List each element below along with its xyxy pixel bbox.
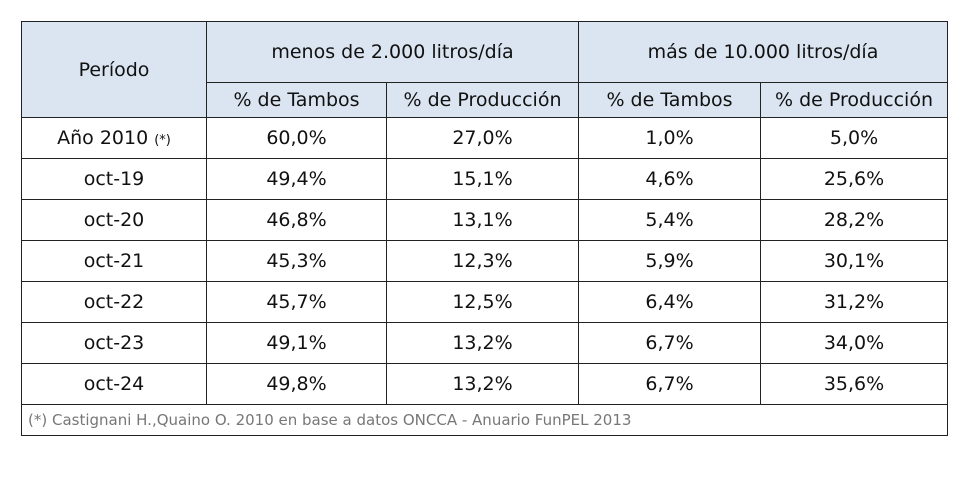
header-row-groups: Período menos de 2.000 litros/día más de…	[21, 21, 948, 118]
table-row: oct-21 45,3% 12,3% 5,9% 30,1%	[21, 240, 948, 282]
data-table-container: Período menos de 2.000 litros/día más de…	[21, 21, 948, 436]
value-cell: 30,1%	[760, 240, 948, 282]
source-note-row: (*) Castignani H.,Quaino O. 2010 en base…	[21, 404, 948, 436]
value-cell: 5,9%	[578, 240, 761, 282]
table-row: oct-19 49,4% 15,1% 4,6% 25,6%	[21, 158, 948, 200]
group-header-small: menos de 2.000 litros/día	[206, 21, 579, 83]
value-cell: 13,2%	[386, 322, 579, 364]
table-row: Año 2010 (*) 60,0% 27,0% 1,0% 5,0%	[21, 117, 948, 159]
value-cell: 6,4%	[578, 281, 761, 323]
value-cell: 45,7%	[206, 281, 387, 323]
value-cell: 28,2%	[760, 199, 948, 241]
period-cell: oct-23	[21, 322, 207, 364]
value-cell: 25,6%	[760, 158, 948, 200]
period-cell: oct-19	[21, 158, 207, 200]
sub-header-produccion-large: % de Producción	[760, 82, 948, 118]
value-cell: 12,3%	[386, 240, 579, 282]
value-cell: 27,0%	[386, 117, 579, 159]
value-cell: 5,4%	[578, 199, 761, 241]
value-cell: 34,0%	[760, 322, 948, 364]
value-cell: 13,2%	[386, 363, 579, 405]
period-cell: oct-20	[21, 199, 207, 241]
value-cell: 49,1%	[206, 322, 387, 364]
value-cell: 45,3%	[206, 240, 387, 282]
value-cell: 6,7%	[578, 322, 761, 364]
value-cell: 6,7%	[578, 363, 761, 405]
source-note: (*) Castignani H.,Quaino O. 2010 en base…	[21, 404, 948, 436]
value-cell: 31,2%	[760, 281, 948, 323]
period-cell: oct-22	[21, 281, 207, 323]
table-row: oct-20 46,8% 13,1% 5,4% 28,2%	[21, 199, 948, 241]
value-cell: 13,1%	[386, 199, 579, 241]
value-cell: 5,0%	[760, 117, 948, 159]
value-cell: 46,8%	[206, 199, 387, 241]
footnote-marker: (*)	[154, 133, 171, 148]
value-cell: 60,0%	[206, 117, 387, 159]
value-cell: 35,6%	[760, 363, 948, 405]
period-cell: Año 2010 (*)	[21, 117, 207, 159]
sub-header-tambos-small: % de Tambos	[206, 82, 387, 118]
value-cell: 15,1%	[386, 158, 579, 200]
sub-header-produccion-small: % de Producción	[386, 82, 579, 118]
header-row-subcolumns: % de Tambos % de Producción % de Tambos …	[22, 82, 948, 118]
value-cell: 49,8%	[206, 363, 387, 405]
period-cell: oct-24	[21, 363, 207, 405]
period-label: Año 2010	[57, 127, 149, 149]
table-row: oct-23 49,1% 13,2% 6,7% 34,0%	[21, 322, 948, 364]
group-header-large: más de 10.000 litros/día	[578, 21, 948, 83]
dairy-farm-table: Período menos de 2.000 litros/día más de…	[21, 21, 948, 436]
sub-header-tambos-large: % de Tambos	[578, 82, 761, 118]
table-row: oct-24 49,8% 13,2% 6,7% 35,6%	[21, 363, 948, 405]
period-header: Período	[21, 21, 207, 118]
value-cell: 12,5%	[386, 281, 579, 323]
value-cell: 49,4%	[206, 158, 387, 200]
period-cell: oct-21	[21, 240, 207, 282]
table-row: oct-22 45,7% 12,5% 6,4% 31,2%	[21, 281, 948, 323]
value-cell: 4,6%	[578, 158, 761, 200]
value-cell: 1,0%	[578, 117, 761, 159]
